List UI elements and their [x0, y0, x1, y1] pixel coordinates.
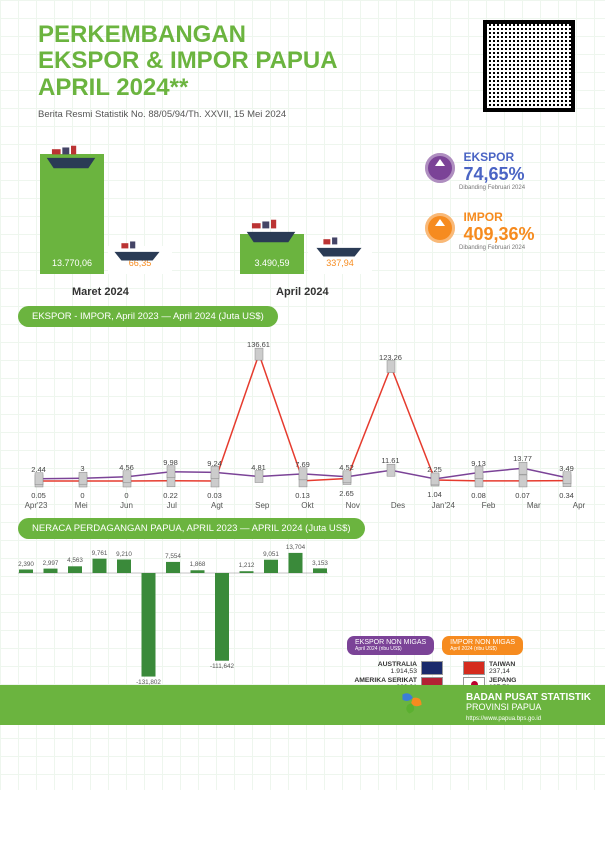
neraca-chart: 2,3902,9974,5639,7619,210-131,8027,5541,…	[18, 543, 328, 703]
ship-icon	[244, 218, 298, 244]
country-row: TAIWAN237,14	[463, 661, 571, 675]
ship-icon	[110, 238, 164, 264]
arrow-up-icon	[425, 153, 455, 183]
qr-code	[483, 20, 575, 112]
section-header: NERACA PERDAGANGAN PAPUA, APRIL 2023 — A…	[18, 518, 365, 539]
country-row: AUSTRALIA1.914,53	[347, 661, 455, 675]
line-chart: 2.4434.569.989.244.817.694.5211.612.259.…	[23, 331, 583, 501]
kpi-impor: IMPOR409,36% Dibanding Februari 2024	[425, 210, 575, 251]
bps-logo-icon	[399, 691, 425, 717]
ship-icon	[44, 144, 98, 170]
ship-icon	[312, 234, 366, 260]
footer: BADAN PUSAT STATISTIK PROVINSI PAPUA htt…	[0, 685, 605, 725]
arrow-up-icon	[425, 213, 455, 243]
kpi-ekspor: EKSPOR74,65% Dibanding Februari 2024	[425, 150, 575, 191]
section-header: EKSPOR - IMPOR, April 2023 — April 2024 …	[18, 306, 278, 327]
